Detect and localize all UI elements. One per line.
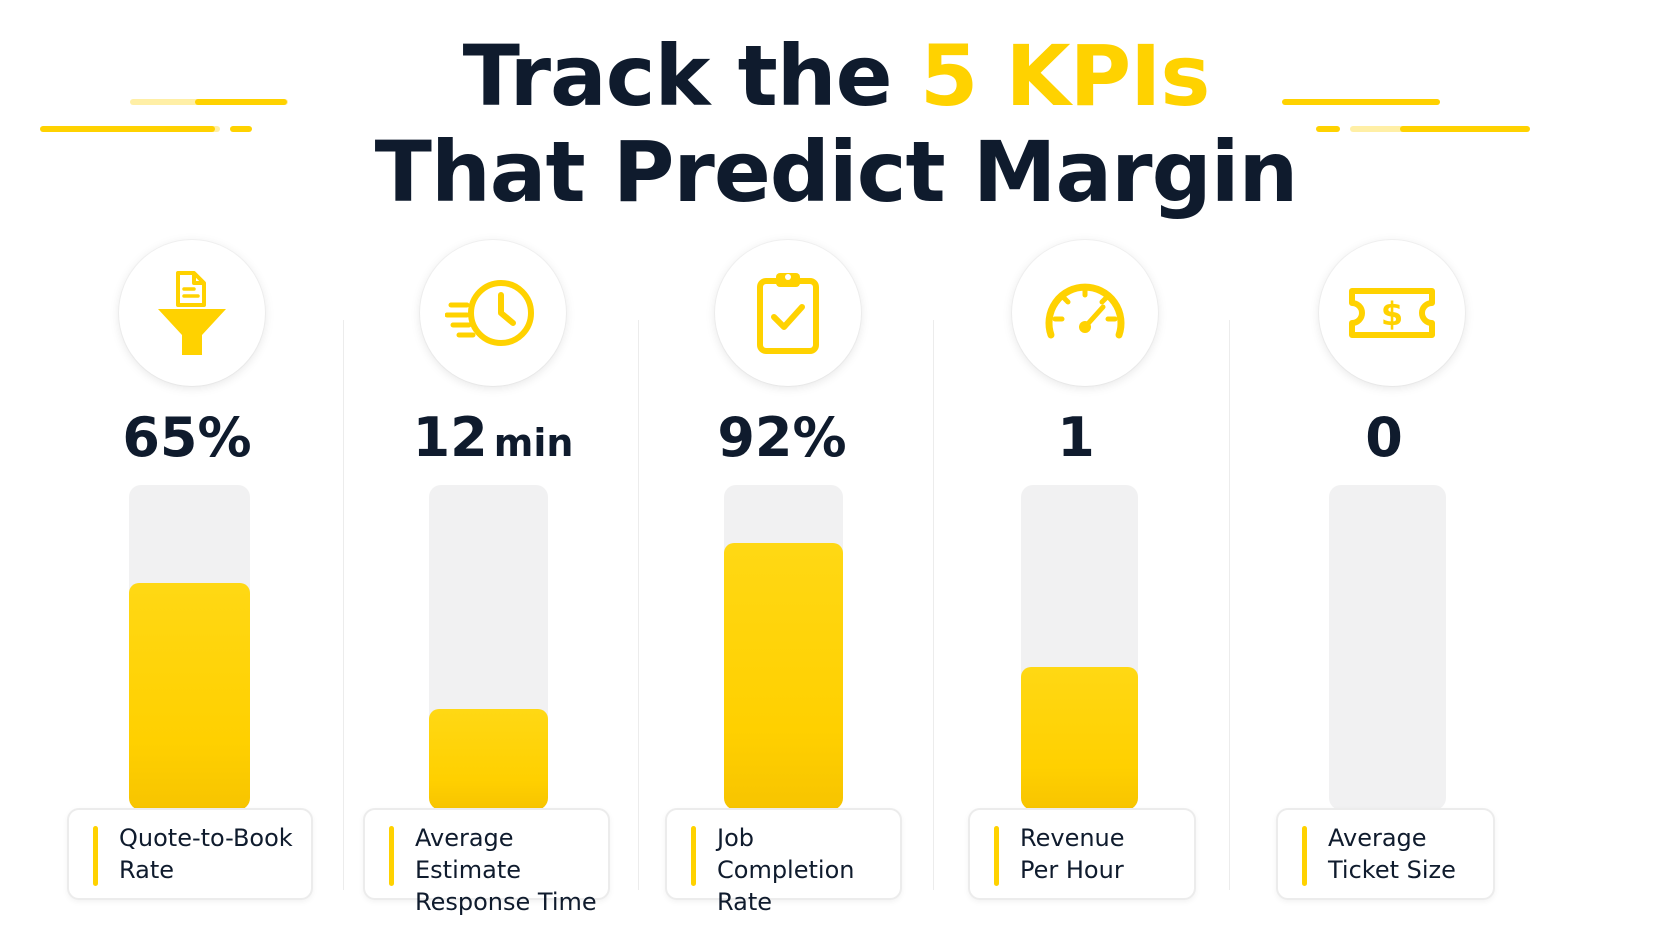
decor-line [1316,126,1340,132]
icon-circle [1012,240,1158,386]
kpi-label-card: Quote-to-Book Rate [67,808,313,900]
title-line1-accent: 5 KPIs [919,27,1211,125]
kpi-label-card: Average Estimate Response Time [363,808,610,916]
label-accent-bar [691,826,696,886]
decor-line [195,99,287,105]
decor-line [1350,126,1410,132]
kpi-label: Job Completion Rate [717,824,855,916]
decor-line [40,126,215,132]
bar-revenue-per-hour [1021,667,1138,810]
kpi-value-number: 12 [412,406,488,469]
bar-track [429,485,548,810]
column-divider [638,320,639,890]
bar-quote-to-book [129,583,250,810]
column-divider [343,320,344,890]
decor-line [1400,126,1530,132]
label-accent-bar [1302,826,1307,886]
bar-job-completion [724,543,843,810]
label-accent-bar [389,826,394,886]
bar-track [129,485,250,810]
kpi-column-estimate-response-time: 12 min Average Estimate Response Time [363,240,623,916]
kpi-column-job-completion: 92% Job Completion Rate [665,240,925,916]
kpi-value: 65% [60,400,320,481]
svg-text:$: $ [1381,295,1403,333]
kpi-value-number: 0 [1365,406,1403,469]
title-line1-before: Track the [462,27,920,125]
kpi-label: Average Estimate Response Time [415,824,597,916]
label-accent-bar [93,826,98,886]
label-accent-bar [994,826,999,886]
kpi-value-number: 65% [122,406,252,469]
column-divider [933,320,934,890]
title-line2: That Predict Margin [374,123,1299,221]
icon-circle: $ [1319,240,1465,386]
speedometer-icon [1045,283,1125,339]
bar-track [1329,485,1446,810]
kpi-label-card: Revenue Per Hour [968,808,1196,900]
kpi-value-unit: min [493,421,574,465]
icon-circle [715,240,861,386]
fast-clock-icon [445,280,534,346]
clipboard-check-icon [757,273,819,354]
kpi-label: Quote-to-Book Rate [119,824,293,884]
kpi-label-card: Average Ticket Size [1276,808,1495,900]
bar-estimate-response-time [429,709,548,810]
kpi-column-quote-to-book: 65% Quote-to-Book Rate [60,240,320,910]
bar-track [1021,485,1138,810]
column-divider [1229,320,1230,890]
kpi-value-number: 1 [1057,406,1095,469]
decor-line [230,126,252,132]
chart-title: Track the 5 KPIs That Predict Margin [0,28,1672,220]
kpi-value-number: 92% [717,406,847,469]
kpi-label: Revenue Per Hour [1020,824,1125,884]
kpi-column-average-ticket-size: $ 0 Average Ticket Size [1276,240,1536,910]
funnel-document-icon [158,271,226,355]
icon-circle [119,240,265,386]
bar-track [724,485,843,810]
kpi-column-revenue-per-hour: 1 Revenue Per Hour [968,240,1228,910]
kpi-value: 92% [655,400,915,481]
kpi-label-card: Job Completion Rate [665,808,902,916]
icon-circle [420,240,566,386]
decor-line [1282,99,1440,105]
kpi-label: Average Ticket Size [1328,824,1456,884]
kpi-value: 0 [1257,400,1517,481]
kpi-value: 12 min [363,400,623,481]
dollar-ticket-icon: $ [1349,288,1435,338]
kpi-value: 1 [949,400,1209,481]
decor-line [165,126,220,132]
decor-line [1370,99,1440,105]
